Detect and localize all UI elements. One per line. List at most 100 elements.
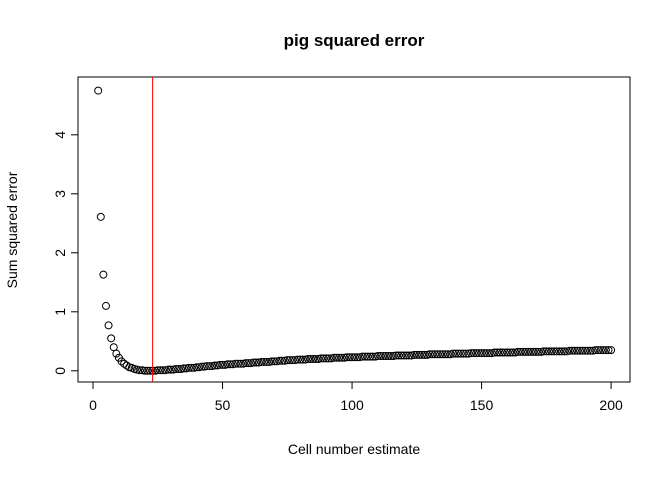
point <box>316 354 325 363</box>
point <box>223 360 232 369</box>
point <box>215 360 224 369</box>
point <box>156 366 165 375</box>
point <box>557 347 566 356</box>
point <box>550 347 559 356</box>
point <box>485 349 494 358</box>
point <box>570 346 579 355</box>
y-tick-label: 1 <box>52 308 68 316</box>
point <box>526 347 535 356</box>
point <box>135 366 144 375</box>
point <box>534 347 543 356</box>
point <box>425 350 434 359</box>
point <box>94 86 103 95</box>
point <box>205 362 214 371</box>
point <box>607 346 616 355</box>
point <box>184 363 193 372</box>
point <box>283 356 292 365</box>
point <box>596 346 605 355</box>
point <box>472 349 481 358</box>
y-tick-label: 3 <box>52 190 68 198</box>
point <box>381 352 390 361</box>
point <box>583 346 592 355</box>
point <box>231 359 240 368</box>
point <box>288 356 297 365</box>
point <box>402 351 411 360</box>
point <box>601 346 610 355</box>
point <box>420 350 429 359</box>
point <box>513 347 522 356</box>
point <box>236 359 245 368</box>
point <box>599 346 608 355</box>
point <box>337 353 346 362</box>
point <box>495 348 504 357</box>
point <box>506 348 515 357</box>
point <box>146 366 155 375</box>
point <box>96 212 105 221</box>
point <box>482 349 491 358</box>
point <box>542 347 551 356</box>
point <box>456 349 465 358</box>
point <box>304 354 313 363</box>
point <box>379 352 388 361</box>
point <box>361 352 370 361</box>
point <box>275 356 284 365</box>
point <box>477 349 486 358</box>
point <box>405 351 414 360</box>
point <box>164 365 173 374</box>
point <box>498 348 507 357</box>
point <box>521 347 530 356</box>
point <box>500 348 509 357</box>
point <box>158 366 167 375</box>
point <box>508 348 517 357</box>
point <box>285 356 294 365</box>
point <box>241 359 250 368</box>
x-tick-label: 50 <box>215 397 231 413</box>
point <box>350 353 359 362</box>
point <box>166 365 175 374</box>
point <box>298 355 307 364</box>
point <box>140 366 149 375</box>
chart-title: pig squared error <box>284 31 425 50</box>
point <box>202 362 211 371</box>
point <box>441 350 450 359</box>
point <box>529 347 538 356</box>
point <box>270 357 279 366</box>
point <box>459 349 468 358</box>
point <box>428 350 437 359</box>
point <box>218 360 227 369</box>
y-tick-label: 0 <box>52 367 68 375</box>
point <box>342 353 351 362</box>
point <box>539 347 548 356</box>
point <box>560 347 569 356</box>
point <box>112 349 121 358</box>
y-tick-label: 4 <box>52 131 68 139</box>
point <box>519 347 528 356</box>
point <box>234 359 243 368</box>
point <box>568 346 577 355</box>
point <box>469 349 478 358</box>
point <box>467 349 476 358</box>
point <box>252 358 261 367</box>
point <box>187 363 196 372</box>
point <box>319 354 328 363</box>
point <box>353 353 362 362</box>
point <box>296 355 305 364</box>
point <box>462 349 471 358</box>
point <box>101 301 110 310</box>
point <box>335 353 344 362</box>
x-axis-label: Cell number estimate <box>288 441 420 457</box>
point <box>143 366 152 375</box>
point <box>480 349 489 358</box>
point <box>594 346 603 355</box>
x-tick-label: 150 <box>470 397 494 413</box>
y-axis-label: Sum squared error <box>4 171 20 288</box>
point <box>117 357 126 366</box>
point <box>397 351 406 360</box>
point <box>244 359 253 368</box>
x-tick-label: 100 <box>340 397 364 413</box>
point <box>384 352 393 361</box>
point <box>368 352 377 361</box>
point <box>493 348 502 357</box>
